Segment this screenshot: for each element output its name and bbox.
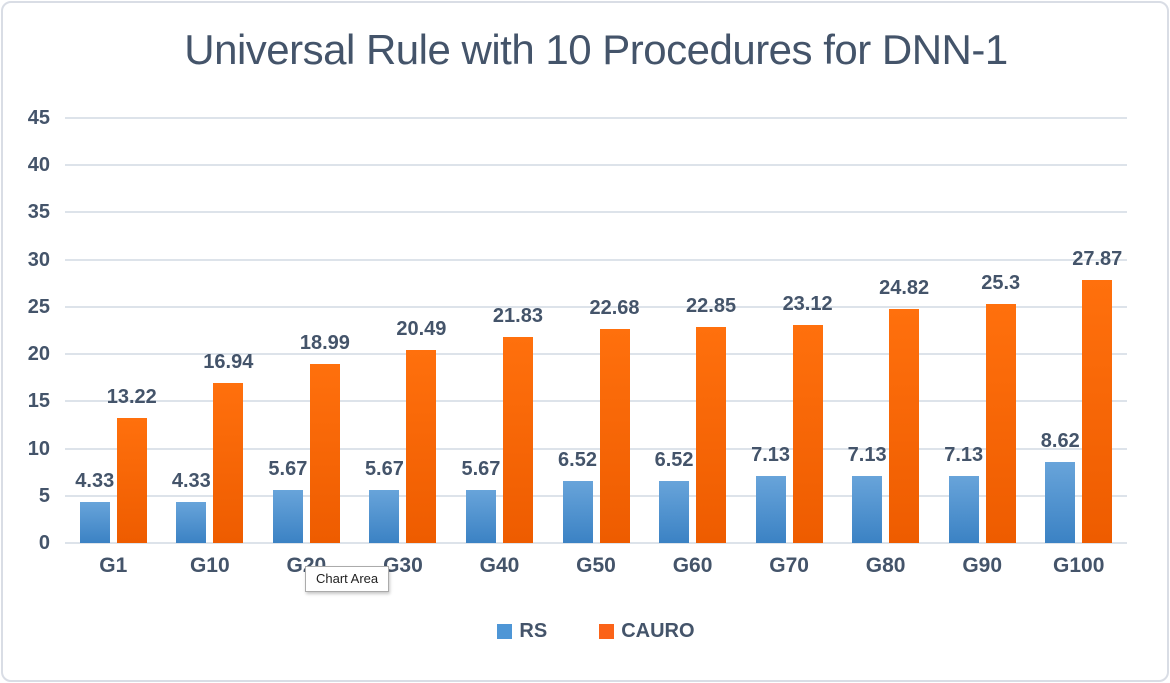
bar-cauro-g20[interactable]: 18.99	[300, 332, 350, 543]
data-label-rs-g10: 4.33	[171, 470, 211, 493]
x-axis-tick-label-g60: G60	[672, 554, 713, 577]
bar-group-g100: 8.62 27.87	[1030, 118, 1127, 543]
y-axis-tick-label-35: 35	[27, 201, 50, 224]
bar-group-g50: 6.52 22.68	[548, 118, 645, 543]
legend-label-rs: RS	[519, 620, 548, 642]
gridline-y-20	[65, 353, 1127, 356]
bar-rs-g100[interactable]: 8.62	[1041, 430, 1080, 543]
bar-cauro-g30[interactable]: 20.49	[396, 318, 446, 543]
bar-rs-g90[interactable]: 7.13	[944, 444, 983, 543]
data-label-cauro-g80: 24.82	[879, 276, 930, 299]
data-label-cauro-g40: 21.83	[492, 304, 543, 327]
x-axis-tick-label-g90: G90	[962, 554, 1003, 577]
data-label-rs-g100: 8.62	[1040, 429, 1080, 452]
bar-group-g70: 7.13 23.12	[741, 118, 838, 543]
bar-group-g90: 7.13 25.3	[934, 118, 1031, 543]
x-axis-tick-label-g80: G80	[865, 554, 906, 577]
bar-cauro-g80[interactable]: 24.82	[879, 277, 929, 543]
gridline-y-30	[65, 258, 1127, 261]
data-label-rs-g30: 5.67	[364, 457, 404, 480]
x-axis-tick-label-g1: G1	[99, 554, 128, 577]
data-label-cauro-g10: 16.94	[203, 351, 254, 373]
bar-group-g60: 6.52 22.85	[644, 118, 741, 543]
gridline-y-0	[65, 542, 1127, 544]
gridline-y-40	[65, 164, 1127, 167]
bar-rs-g30[interactable]: 5.67	[365, 458, 404, 543]
bar-cauro-g1[interactable]: 13.22	[107, 387, 157, 543]
bar-rs-g40[interactable]: 5.67	[461, 458, 500, 543]
bar-rs-g50[interactable]: 6.52	[558, 450, 597, 543]
legend-item-cauro[interactable]: CAURO	[599, 620, 695, 643]
gridline-y-5	[65, 494, 1127, 497]
legend: RS CAURO	[65, 620, 1127, 643]
gridline-y-10	[65, 447, 1127, 450]
data-label-cauro-g100: 27.87	[1072, 247, 1123, 270]
data-label-cauro-g30: 20.49	[396, 317, 447, 340]
bar-group-g20: 5.67 18.99	[258, 118, 355, 543]
y-axis-tick-label-15: 15	[27, 390, 50, 413]
y-axis-tick-label-45: 45	[27, 107, 50, 129]
bar-group-g30: 5.67 20.49	[355, 118, 452, 543]
data-label-cauro-g20: 18.99	[299, 331, 350, 354]
data-label-rs-g50: 6.52	[558, 449, 597, 472]
data-label-rs-g80: 7.13	[847, 443, 887, 466]
chart-title[interactable]: Universal Rule with 10 Procedures for DN…	[184, 26, 1008, 73]
x-axis-tick-label-g50: G50	[576, 554, 616, 577]
bar-cauro-g40[interactable]: 21.83	[493, 305, 543, 543]
y-axis-tick-label-0: 0	[38, 532, 50, 554]
gridline-y-35	[65, 211, 1127, 214]
data-label-cauro-g1: 13.22	[106, 386, 157, 409]
data-label-rs-g60: 6.52	[654, 449, 694, 472]
x-axis-tick-label-g70: G70	[769, 554, 809, 577]
bar-group-g40: 5.67 21.83	[451, 118, 548, 543]
data-label-cauro-g90: 25.3	[981, 272, 1021, 295]
bar-cauro-g50[interactable]: 22.68	[589, 297, 640, 543]
y-axis-tick-label-10: 10	[27, 437, 50, 460]
data-label-rs-g1: 4.33	[75, 470, 115, 493]
bar-cauro-g10[interactable]: 16.94	[203, 352, 253, 543]
data-label-cauro-g50: 22.68	[589, 296, 640, 319]
bar-rs-g20[interactable]: 5.67	[268, 458, 307, 543]
bar-rs-g80[interactable]: 7.13	[848, 444, 887, 543]
bar-cauro-g60[interactable]: 22.85	[686, 296, 736, 543]
chart-area-tooltip: Chart Area	[305, 566, 390, 592]
bar-rs-g60[interactable]: 6.52	[655, 450, 694, 543]
x-axis-tick-label-g10: G10	[189, 554, 230, 577]
x-axis: G1G10G20G30G40G50G60G70G80G90G100	[65, 554, 1127, 578]
bar-group-g80: 7.13 24.82	[837, 118, 934, 543]
legend-swatch-rs	[497, 624, 513, 639]
x-axis-tick-label-g30: G30	[383, 554, 423, 577]
y-axis-tick-label-20: 20	[27, 343, 50, 366]
x-axis-tick-label-g100: G100	[1053, 554, 1105, 577]
bar-cauro-g90[interactable]: 25.3	[981, 273, 1020, 543]
bar-group-g10: 4.33 16.94	[162, 118, 259, 543]
bar-rs-g70[interactable]: 7.13	[751, 444, 790, 543]
gridline-y-45	[65, 117, 1127, 119]
data-label-rs-g20: 5.67	[268, 457, 308, 480]
bar-rs-g10[interactable]: 4.33	[172, 471, 211, 543]
x-axis-tick-label-g40: G40	[479, 554, 520, 577]
legend-swatch-cauro	[599, 624, 615, 639]
data-label-rs-g90: 7.13	[944, 443, 984, 466]
y-axis-tick-label-5: 5	[38, 484, 50, 507]
data-label-rs-g40: 5.67	[461, 457, 501, 480]
y-axis-tick-label-40: 40	[27, 154, 50, 177]
y-axis-tick-label-25: 25	[27, 295, 50, 318]
bar-cauro-g100[interactable]: 27.87	[1072, 248, 1122, 543]
plot-area[interactable]: 4.33 13.22 4.33 16.94 5.67 18.99 5.67 20.49 5.67…	[65, 117, 1127, 544]
legend-label-cauro: CAURO	[621, 620, 695, 642]
bar-rs-g1[interactable]: 4.33	[75, 471, 114, 543]
data-label-rs-g70: 7.13	[751, 443, 791, 466]
bar-groups: 4.33 13.22 4.33 16.94 5.67 18.99 5.67 20.49 5.67…	[65, 118, 1127, 543]
data-label-cauro-g60: 22.85	[686, 295, 737, 318]
data-label-cauro-g70: 23.12	[782, 292, 833, 315]
gridline-y-25	[65, 305, 1127, 308]
bar-group-g1: 4.33 13.22	[65, 118, 162, 543]
gridline-y-15	[65, 400, 1127, 403]
legend-item-rs[interactable]: RS	[497, 620, 547, 643]
bar-cauro-g70[interactable]: 23.12	[783, 293, 833, 543]
y-axis-tick-label-30: 30	[27, 248, 50, 271]
